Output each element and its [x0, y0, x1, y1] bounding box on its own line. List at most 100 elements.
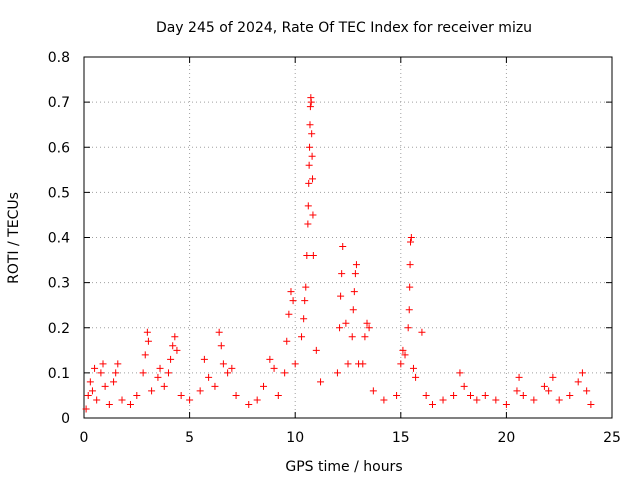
- data-point: [342, 319, 350, 327]
- data-point: [205, 373, 213, 381]
- data-point: [164, 369, 172, 377]
- data-point: [412, 373, 420, 381]
- data-point: [245, 400, 253, 408]
- y-tick-label: 0.6: [48, 140, 70, 156]
- y-tick-label: 0.8: [48, 50, 70, 66]
- data-point: [439, 396, 447, 404]
- data-point: [93, 396, 101, 404]
- data-point: [144, 337, 152, 345]
- data-point: [401, 351, 409, 359]
- data-point: [359, 360, 367, 368]
- data-point: [118, 396, 126, 404]
- data-point: [139, 369, 147, 377]
- data-point: [404, 324, 412, 332]
- y-tick-label: 0.2: [48, 321, 70, 337]
- data-point: [300, 315, 308, 323]
- data-point: [502, 400, 510, 408]
- y-axis-label: ROTI / TECUs: [6, 192, 22, 284]
- data-point: [200, 355, 208, 363]
- data-point: [82, 405, 90, 413]
- data-point: [352, 261, 360, 269]
- data-point: [160, 382, 168, 390]
- data-point: [126, 400, 134, 408]
- y-tick-labels: 0 0.1 0.2 0.3 0.4 0.5 0.6 0.7 0.8: [48, 50, 70, 427]
- data-point: [303, 252, 311, 260]
- data-point: [308, 130, 316, 138]
- axis-ticks: [83, 56, 613, 419]
- y-tick-label: 0.5: [48, 185, 70, 201]
- data-point: [513, 387, 521, 395]
- data-point: [274, 391, 282, 399]
- data-point: [114, 360, 122, 368]
- data-point: [177, 391, 185, 399]
- data-point: [156, 364, 164, 372]
- data-point: [302, 283, 310, 291]
- data-point: [369, 387, 377, 395]
- data-point: [337, 292, 345, 300]
- data-point: [217, 342, 225, 350]
- data-point: [460, 382, 468, 390]
- data-point: [84, 391, 92, 399]
- data-point: [110, 378, 118, 386]
- data-point: [219, 360, 227, 368]
- data-point: [260, 382, 268, 390]
- data-point: [298, 333, 306, 341]
- x-tick-label: 0: [80, 430, 89, 446]
- data-point: [363, 319, 371, 327]
- x-tick-label: 25: [603, 430, 621, 446]
- data-point: [428, 400, 436, 408]
- data-point: [450, 391, 458, 399]
- data-point: [309, 252, 317, 260]
- data-point: [88, 387, 96, 395]
- data-point: [456, 369, 464, 377]
- data-point: [304, 202, 312, 210]
- data-point: [289, 297, 297, 305]
- data-point: [291, 360, 299, 368]
- data-point: [339, 243, 347, 251]
- data-point: [305, 161, 313, 169]
- data-point: [399, 346, 407, 354]
- data-point: [566, 391, 574, 399]
- data-point: [232, 391, 240, 399]
- data-point: [333, 369, 341, 377]
- data-point: [409, 364, 417, 372]
- data-point: [578, 369, 586, 377]
- data-point: [308, 152, 316, 160]
- data-point: [492, 396, 500, 404]
- data-point: [407, 234, 415, 241]
- y-tick-label: 0.4: [48, 231, 70, 247]
- data-point: [287, 288, 295, 296]
- data-point: [336, 324, 344, 332]
- data-point: [304, 220, 312, 228]
- x-tick-label: 15: [392, 430, 410, 446]
- data-point: [406, 261, 414, 269]
- data-point: [312, 346, 320, 354]
- data-point: [549, 373, 557, 381]
- data-point: [101, 382, 109, 390]
- data-point: [365, 324, 373, 332]
- data-point: [173, 346, 181, 354]
- data-point: [228, 364, 236, 372]
- data-point: [317, 378, 325, 386]
- data-point: [466, 391, 474, 399]
- data-point: [105, 400, 113, 408]
- data-point: [211, 382, 219, 390]
- data-point: [281, 369, 289, 377]
- y-tick-label: 0.7: [48, 95, 70, 111]
- data-point: [540, 382, 548, 390]
- data-point: [349, 306, 357, 314]
- data-point: [143, 328, 151, 336]
- grid-lines: [84, 57, 612, 418]
- data-point: [283, 337, 291, 345]
- data-point: [309, 175, 317, 183]
- data-point: [348, 333, 356, 341]
- data-point: [418, 328, 426, 336]
- data-point: [148, 387, 156, 395]
- data-point: [215, 328, 223, 336]
- x-tick-label: 20: [497, 430, 515, 446]
- data-point: [301, 297, 309, 305]
- data-point: [99, 360, 107, 368]
- data-point: [186, 396, 194, 404]
- roti-points: [82, 94, 595, 413]
